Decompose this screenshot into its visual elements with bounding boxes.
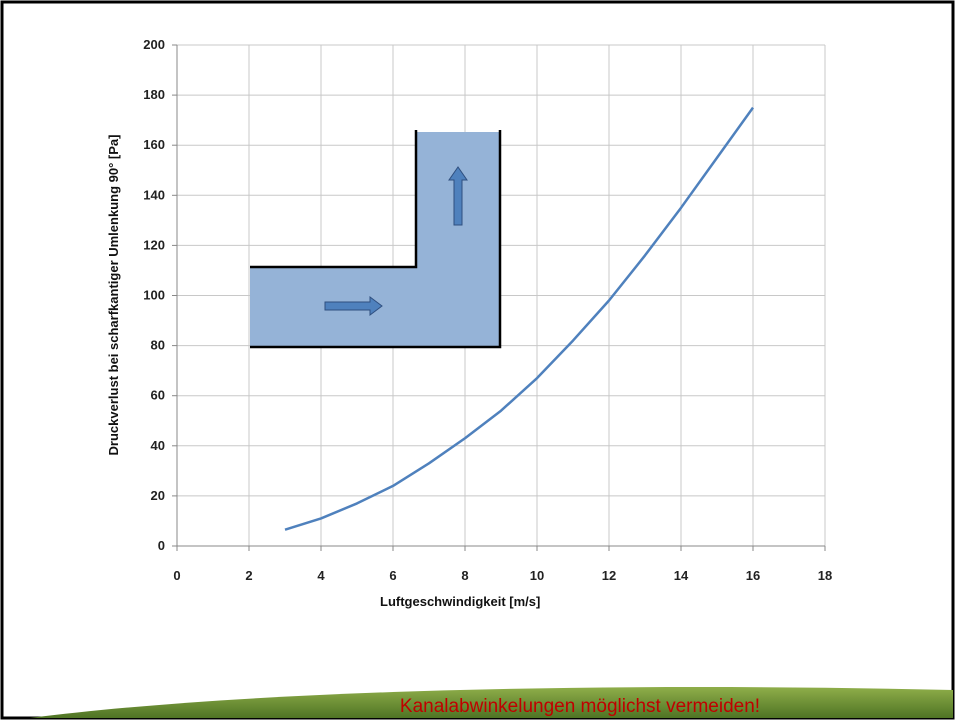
x-tick-label: 6 [389, 568, 396, 583]
slide-caption: Kanalabwinkelungen möglichst vermeiden! [400, 696, 760, 717]
duct-wall [250, 130, 502, 349]
x-tick-label: 10 [530, 568, 544, 583]
y-tick-label: 100 [143, 288, 165, 303]
y-tick-label: 140 [143, 187, 165, 202]
y-tick-label: 160 [143, 137, 165, 152]
y-tick-label: 40 [151, 438, 165, 453]
x-axis-title: Luftgeschwindigkeit [m/s] [380, 594, 540, 609]
plot [284, 106, 755, 531]
x-tick-label: 14 [674, 568, 689, 583]
flow-arrow [324, 296, 383, 316]
y-axis-title: Druckverlust bei scharfkantiger Umlenkun… [106, 135, 121, 456]
x-tick-label: 8 [461, 568, 468, 583]
x-tick-label: 12 [602, 568, 616, 583]
y-tick-label: 120 [143, 237, 165, 252]
x-tick-label: 0 [173, 568, 180, 583]
y-tick-label: 180 [143, 87, 165, 102]
x-tick-label: 16 [746, 568, 760, 583]
grid: 0 20 40 60 80 100 120 140 160 180 200 0 2 4 6 8 10 12 14 16… [143, 37, 832, 583]
y-tick-label: 60 [151, 388, 165, 403]
duct-diagram [250, 130, 502, 349]
x-tick-label: 2 [245, 568, 252, 583]
duct-fill [250, 132, 500, 347]
grass-hill [30, 687, 953, 718]
x-tick-label: 4 [317, 568, 325, 583]
y-tick-label: 200 [143, 37, 165, 52]
y-tick-label: 80 [151, 338, 165, 353]
y-tick-label: 0 [158, 538, 165, 553]
x-tick-label: 18 [818, 568, 832, 583]
flow-arrow [448, 166, 468, 226]
data-line [284, 106, 755, 531]
duct-wall [250, 130, 418, 269]
y-tick-label: 20 [151, 488, 165, 503]
